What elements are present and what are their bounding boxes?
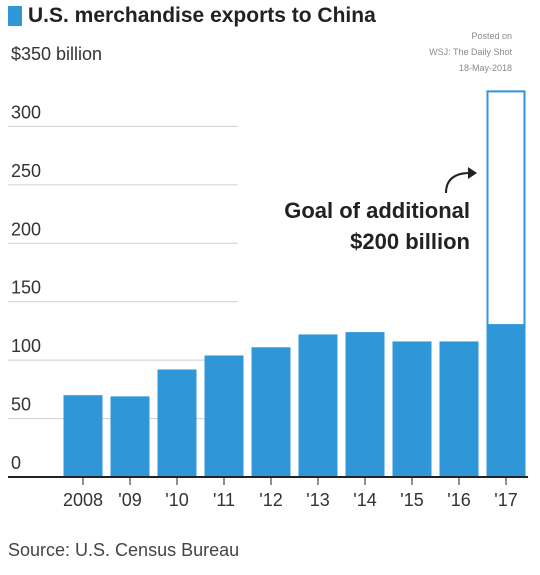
y-tick-label: 0 xyxy=(11,453,21,473)
x-tick-label: '12 xyxy=(259,490,282,510)
y-tick-label: 100 xyxy=(11,336,41,356)
bar xyxy=(110,396,150,477)
x-tick-label: 2008 xyxy=(63,490,103,510)
goal-annotation-line: $200 billion xyxy=(350,229,470,254)
watermark-line2: WSJ: The Daily Shot xyxy=(429,47,512,57)
y-tick-label: 300 xyxy=(11,102,41,122)
annotation-arrow-icon xyxy=(445,172,469,194)
y-tick-label: 250 xyxy=(11,161,41,181)
goal-annotation-line: Goal of additional xyxy=(284,198,470,223)
title-row: U.S. merchandise exports to China xyxy=(8,4,376,28)
goal-outline-bar xyxy=(486,90,526,327)
source-note: Source: U.S. Census Bureau xyxy=(8,540,240,560)
x-tick-label: '17 xyxy=(494,490,517,510)
x-tick-label: '09 xyxy=(118,490,141,510)
x-tick-label: '11 xyxy=(213,490,235,510)
bar xyxy=(439,341,479,477)
watermark-line1: Posted on xyxy=(471,31,512,41)
bar xyxy=(204,355,244,477)
x-tick-label: '14 xyxy=(353,490,376,510)
x-tick-label: '13 xyxy=(306,490,329,510)
x-tick-label: '15 xyxy=(400,490,423,510)
bar xyxy=(486,325,526,477)
watermark: Posted on WSJ: The Daily Shot 18-May-201… xyxy=(429,28,512,76)
watermark-line3: 18-May-2018 xyxy=(458,63,512,73)
bar xyxy=(345,332,385,477)
bar xyxy=(157,369,197,477)
y-tick-label: 200 xyxy=(11,219,41,239)
title-marker xyxy=(8,6,22,26)
y-tick-label: $350 billion xyxy=(11,44,102,64)
y-tick-label: 50 xyxy=(11,395,31,415)
chart-title: U.S. merchandise exports to China xyxy=(28,4,376,27)
bar-chart: 0 50 100 150 200 250 300 $350 billion 2008 '09 '10… xyxy=(8,44,528,510)
bar xyxy=(392,341,432,477)
bar xyxy=(251,347,291,477)
bar xyxy=(63,395,103,477)
bar xyxy=(298,334,338,477)
annotation-arrowhead-icon xyxy=(468,167,477,179)
x-tick-label: '10 xyxy=(165,490,188,510)
y-tick-label: 150 xyxy=(11,278,41,298)
x-tick-label: '16 xyxy=(447,490,470,510)
